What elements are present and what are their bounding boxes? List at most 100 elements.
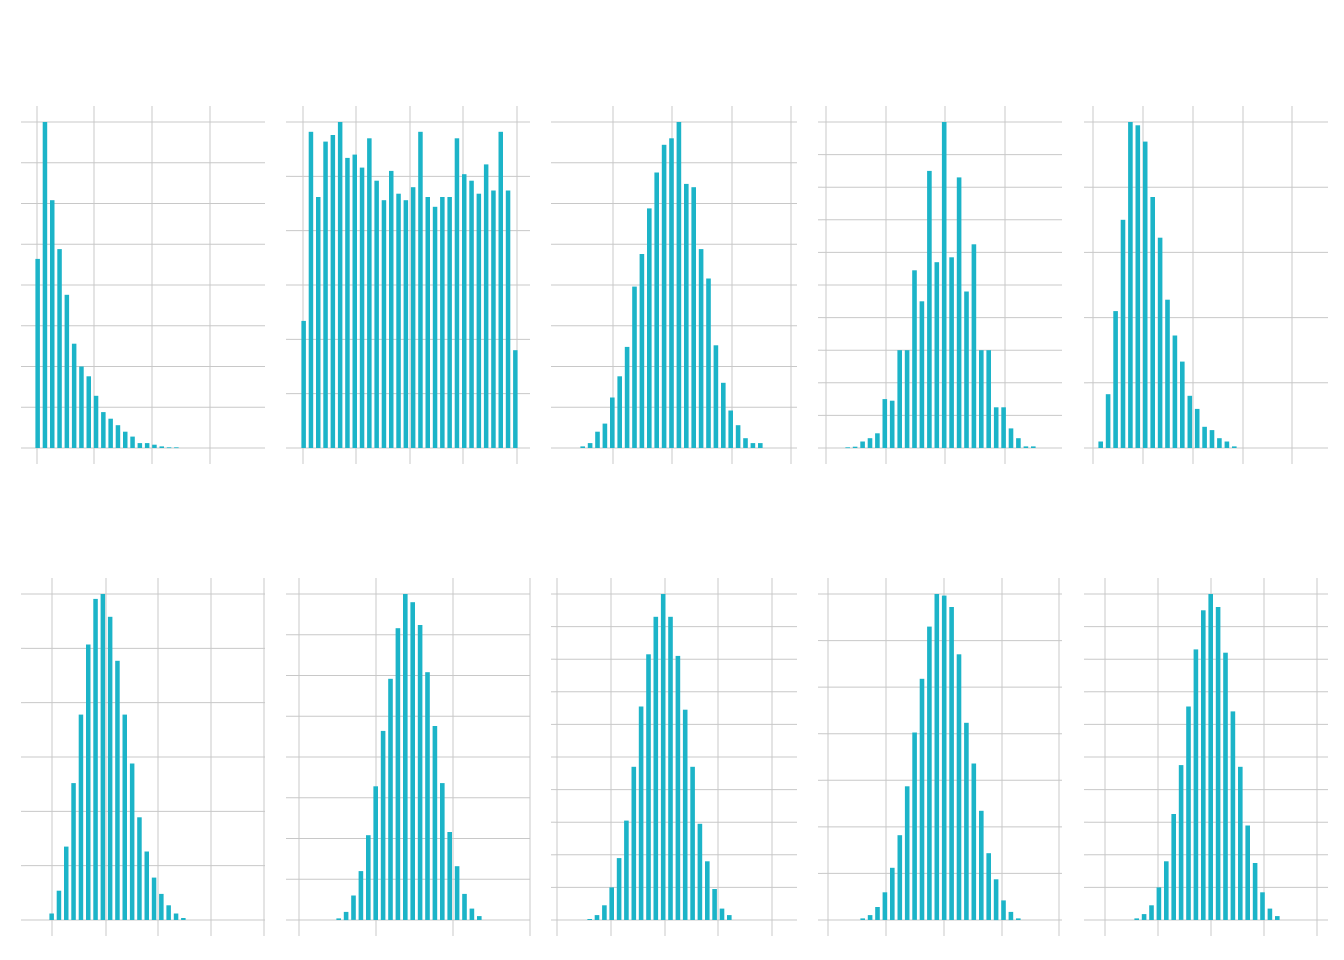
histogram-bar	[1230, 711, 1236, 920]
histogram-bar	[513, 350, 518, 448]
histogram-bar	[979, 810, 984, 920]
histogram-bar	[912, 732, 917, 920]
histogram-bar	[469, 908, 475, 920]
histogram-bar	[727, 915, 732, 920]
histogram-bar	[934, 262, 940, 448]
histogram-bar	[374, 180, 379, 448]
histogram-bar	[476, 193, 482, 448]
histogram-bar	[669, 138, 674, 449]
histogram-bar	[897, 835, 903, 920]
histogram-bar	[78, 714, 84, 920]
histogram-bar	[323, 141, 328, 448]
histogram-bar	[860, 918, 865, 920]
histogram-bar	[166, 447, 172, 449]
histogram-bar	[367, 138, 372, 449]
histogram-bar	[1267, 908, 1273, 920]
histogram-bar	[587, 443, 593, 448]
histogram-bar	[1180, 361, 1185, 448]
histogram-bar	[1275, 916, 1280, 920]
histogram-bar	[897, 350, 902, 448]
histogram-panel-4	[818, 106, 1062, 464]
histogram-panel-6	[21, 578, 265, 936]
histogram-bar	[1224, 441, 1230, 448]
histogram-bar	[964, 291, 969, 448]
histogram-bar	[86, 376, 91, 448]
histogram-bar	[1178, 765, 1184, 920]
histogram-bar	[462, 893, 467, 920]
histogram-bar	[396, 193, 401, 448]
histogram-bar	[728, 410, 733, 448]
histogram-bar	[1165, 299, 1170, 448]
histogram-bar	[403, 200, 409, 448]
grid-3	[551, 106, 797, 464]
histogram-panel-7	[286, 578, 531, 936]
histogram-bar	[964, 722, 969, 920]
histogram-panel-5	[1084, 106, 1328, 464]
histogram-bar	[107, 616, 113, 920]
histogram-bar	[595, 431, 600, 448]
histogram-bar	[956, 654, 962, 920]
histogram-bar	[1134, 918, 1139, 920]
histogram-bar	[1120, 219, 1126, 448]
histogram-panel-10	[1084, 578, 1328, 936]
histogram-bar	[166, 905, 171, 920]
histogram-bar	[684, 183, 689, 448]
histogram-bar	[1209, 430, 1215, 448]
histogram-bar	[337, 122, 343, 448]
histogram-bar	[661, 144, 667, 449]
histogram-bar	[389, 170, 394, 448]
histogram-bar	[381, 200, 387, 448]
histogram-bar	[934, 594, 940, 920]
histogram-bar	[1135, 125, 1141, 449]
histogram-bar	[418, 131, 423, 449]
histogram-bar	[956, 177, 962, 448]
histogram-bar	[986, 350, 991, 448]
histogram-bar	[979, 350, 984, 448]
histogram-bar	[594, 915, 600, 920]
histogram-bar	[447, 197, 452, 448]
histogram-bar	[617, 376, 622, 448]
histogram-panel-3	[551, 106, 797, 464]
histogram-bar	[1149, 905, 1154, 920]
histogram-bar	[713, 345, 719, 448]
histogram-bar	[616, 858, 622, 920]
histogram-bar	[1016, 918, 1021, 920]
histogram-bar	[927, 626, 932, 920]
histogram-bar	[904, 350, 910, 448]
histogram-bar	[1245, 825, 1250, 920]
histogram-bar	[904, 786, 910, 920]
histogram-bar	[882, 892, 888, 920]
histogram-bar	[653, 616, 659, 920]
histogram-bar	[130, 436, 135, 448]
histogram-bar	[483, 164, 489, 448]
histogram-panel-9	[818, 578, 1062, 936]
histogram-bar	[1187, 395, 1193, 448]
histogram-bar	[417, 625, 423, 920]
histogram-bar	[949, 607, 954, 920]
histogram-bar	[647, 208, 652, 448]
histogram-bar	[735, 425, 741, 448]
histogram-bar	[1001, 900, 1006, 920]
histogram-bar	[79, 366, 84, 448]
histogram-bar	[144, 851, 149, 920]
histogram-bar	[1215, 607, 1221, 920]
histogram-bar	[462, 174, 467, 448]
histogram-bar	[743, 438, 748, 448]
histogram-bar	[632, 286, 637, 448]
histogram-bar	[64, 294, 70, 448]
histogram-bar	[93, 395, 99, 448]
histogram-bar	[697, 823, 703, 920]
histogram-bar	[631, 766, 637, 920]
histogram-bar	[440, 197, 445, 448]
histogram-bar	[115, 660, 120, 920]
histogram-bar	[152, 444, 157, 448]
histogram-bar	[1105, 394, 1111, 448]
histogram-bar	[638, 706, 644, 920]
histogram-bar	[351, 895, 356, 920]
histogram-bar	[1172, 335, 1178, 448]
histogram-bar	[1113, 311, 1118, 448]
histogram-bar	[454, 138, 460, 449]
histogram-bar	[845, 447, 850, 449]
histogram-bar	[330, 135, 336, 448]
histogram-bar	[108, 418, 113, 448]
